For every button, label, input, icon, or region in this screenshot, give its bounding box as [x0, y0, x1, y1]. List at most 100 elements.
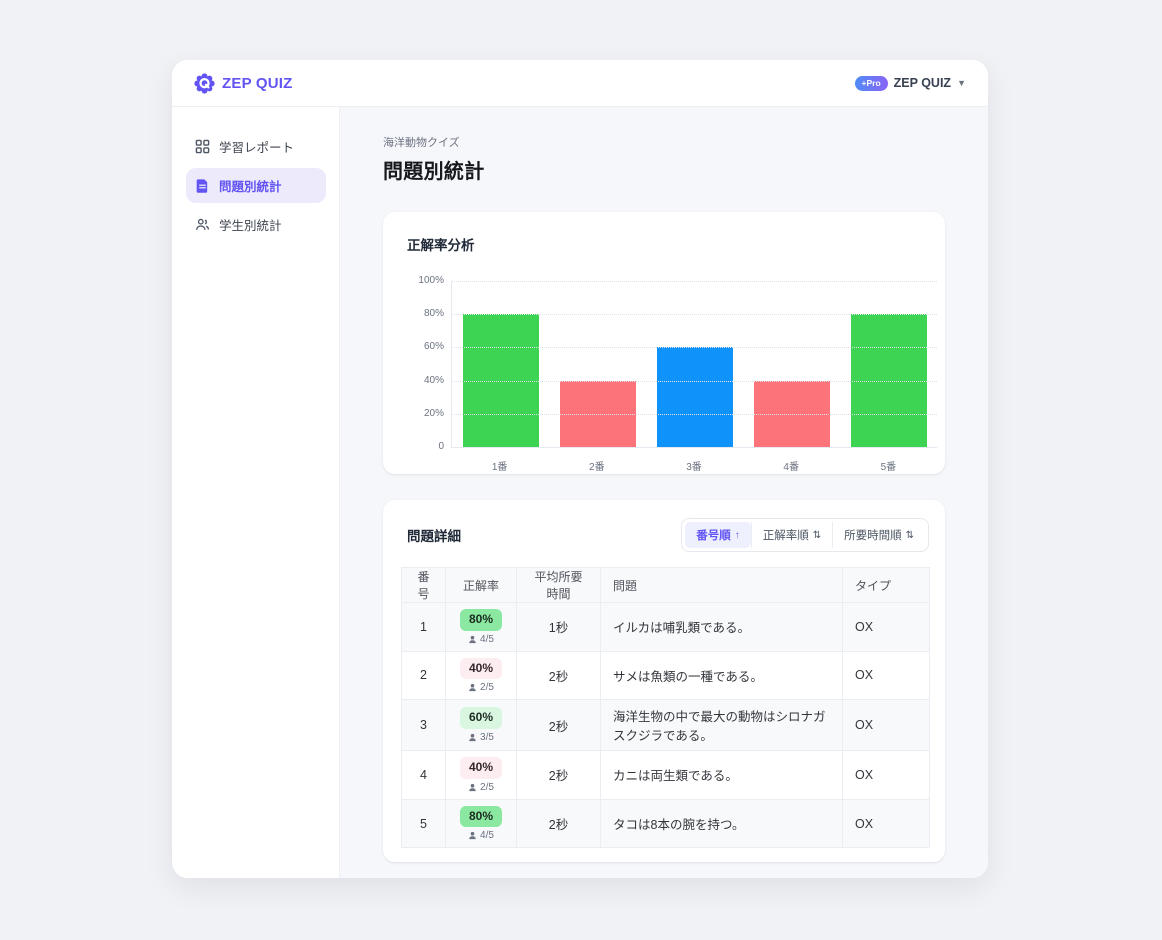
respondent-count: 4/5: [468, 830, 494, 841]
bar-slot: [743, 281, 840, 447]
cell-question: イルカは哺乳類である。: [600, 602, 843, 652]
accuracy-badge: 40%: [459, 657, 503, 680]
y-axis-tick: 100%: [418, 275, 444, 286]
cell-type: OX: [842, 650, 930, 701]
sidebar-nav: 学習レポート 問題別統計学生別統計: [186, 129, 326, 242]
cell-type: OX: [842, 699, 930, 752]
question-table: 番号 正解率 平均所要時間 問題 タイプ 1 80% 4/5 1秒 イルカは哺乳類である。 OX 2…: [401, 567, 930, 849]
x-axis-label: 4番: [783, 462, 799, 473]
sort-arrow-icon: ⇅: [812, 529, 822, 541]
y-axis-tick: 40%: [423, 374, 444, 386]
cell-number: 1: [401, 602, 446, 652]
y-axis-tick: 60%: [423, 341, 444, 353]
sidebar-item-3[interactable]: 学生別統計: [186, 207, 326, 242]
x-axis-label: 3番: [686, 462, 702, 473]
bar-slot: [452, 281, 549, 447]
person-icon: [468, 683, 477, 692]
y-axis-tick: 20%: [423, 407, 444, 419]
sort-button-1[interactable]: 番号順 ↑: [685, 522, 751, 548]
accuracy-badge: 40%: [459, 757, 503, 779]
cell-avg-time: 2秒: [516, 699, 601, 752]
y-axis-tick: 0: [438, 441, 444, 452]
cell-accuracy: 40% 2/5: [445, 650, 517, 701]
cell-avg-time: 2秒: [516, 650, 601, 701]
cell-avg-time: 2秒: [516, 750, 601, 800]
sidebar: 学習レポート 問題別統計学生別統計: [172, 107, 340, 878]
account-name: ZEP QUIZ: [893, 76, 952, 90]
gridline: [452, 380, 937, 382]
cell-question: サメは魚類の一種である。: [600, 650, 843, 701]
pro-badge: +Pro: [854, 75, 888, 91]
cell-accuracy: 60% 3/5: [445, 699, 517, 752]
gridline: [452, 347, 937, 349]
sort-arrow-icon: ↑: [734, 529, 740, 541]
grid-icon: [194, 139, 210, 155]
bar-3番: [656, 347, 733, 447]
sort-arrow-icon: ⇅: [905, 529, 914, 541]
cell-question: 海洋生物の中で最大の動物はシロナガスクジラである。: [600, 699, 843, 752]
sort-group: 番号順 ↑ 正解率順 ⇅ 所要時間順 ⇅: [681, 518, 929, 552]
app-window: ZEP QUIZ +Pro ZEP QUIZ ▼ 学習レポート 問題別統計学生別統…: [172, 60, 988, 878]
sidebar-item-2[interactable]: 問題別統計: [186, 168, 326, 203]
sidebar-item-1[interactable]: 学習レポート: [186, 129, 326, 164]
cell-accuracy: 80% 4/5: [445, 798, 517, 849]
gridline: [452, 413, 937, 415]
person-icon: [468, 783, 477, 792]
quiz-name-subtitle: 海洋動物クイズ: [383, 137, 460, 149]
zep-quiz-logo-icon: [194, 72, 215, 94]
y-axis-tick: 80%: [423, 308, 444, 320]
details-title: 問題詳細: [407, 529, 461, 544]
chevron-down-icon: ▼: [957, 78, 966, 88]
cell-type: OX: [842, 602, 930, 652]
person-icon: [468, 733, 477, 742]
details-header: 問題詳細 番号順 ↑ 正解率順 ⇅ 所要時間順 ⇅: [401, 518, 929, 552]
cell-accuracy: 40% 2/5: [445, 750, 517, 800]
x-axis-label: 1番: [491, 462, 508, 473]
table-body: 1 80% 4/5 1秒 イルカは哺乳類である。 OX 2 40% 2/5 2秒 サメは魚類の一種で…: [401, 602, 930, 849]
column-header: 平均所要時間: [516, 567, 601, 603]
brand-logo-text: ZEP QUIZ: [222, 74, 293, 92]
column-header: タイプ: [842, 567, 930, 603]
bar-slot: [840, 281, 937, 447]
sidebar-item-label: 学習レポート: [219, 141, 295, 155]
bar-slot: [549, 281, 646, 447]
gridline: [452, 281, 937, 282]
gridline: [452, 314, 937, 316]
chart-title: 正解率分析: [407, 238, 475, 253]
bar-slot: [646, 281, 743, 447]
cell-number: 4: [401, 750, 446, 800]
x-axis-label: 5番: [880, 462, 897, 473]
students-icon: [194, 217, 210, 233]
cell-type: OX: [842, 750, 930, 800]
sidebar-item-label: 学生別統計: [219, 219, 282, 233]
table-header: 番号 正解率 平均所要時間 問題 タイプ: [401, 567, 930, 603]
sidebar-item-label: 問題別統計: [219, 180, 282, 194]
window-body: 学習レポート 問題別統計学生別統計 海洋動物クイズ 問題別統計 正解率分析 100…: [172, 107, 988, 878]
bar-slots: [452, 281, 937, 447]
accuracy-chart-card: 正解率分析 100% 80% 60% 40% 20% 0 1番 2番 3番 4番 5番: [383, 212, 945, 474]
cell-avg-time: 2秒: [516, 798, 601, 849]
table-row: 5 80% 4/5 2秒 タコは8本の腕を持つ。 OX: [401, 798, 930, 849]
account-menu[interactable]: +Pro ZEP QUIZ ▼: [854, 75, 966, 91]
cell-avg-time: 1秒: [516, 602, 601, 652]
respondent-count: 2/5: [468, 682, 494, 693]
cell-accuracy: 80% 4/5: [445, 602, 517, 652]
column-header: 正解率: [445, 567, 517, 603]
cell-number: 3: [401, 699, 446, 752]
sort-button-2[interactable]: 正解率順 ⇅: [750, 522, 832, 548]
cell-number: 5: [401, 798, 446, 849]
person-icon: [468, 635, 477, 644]
cell-question: カニは両生類である。: [600, 750, 843, 800]
sort-button-3[interactable]: 所要時間順 ⇅: [832, 522, 925, 548]
column-header: 問題: [600, 567, 843, 603]
table-row: 2 40% 2/5 2秒 サメは魚類の一種である。 OX: [401, 650, 930, 701]
table-row: 3 60% 3/5 2秒 海洋生物の中で最大の動物はシロナガスクジラである。 OX: [401, 699, 930, 752]
accuracy-badge: 60%: [459, 707, 503, 729]
brand-logo[interactable]: ZEP QUIZ: [194, 72, 293, 94]
respondent-count: 2/5: [468, 782, 494, 793]
accuracy-badge: 80%: [459, 609, 503, 631]
cell-question: タコは8本の腕を持つ。: [600, 798, 843, 849]
top-bar: ZEP QUIZ +Pro ZEP QUIZ ▼: [172, 60, 988, 107]
